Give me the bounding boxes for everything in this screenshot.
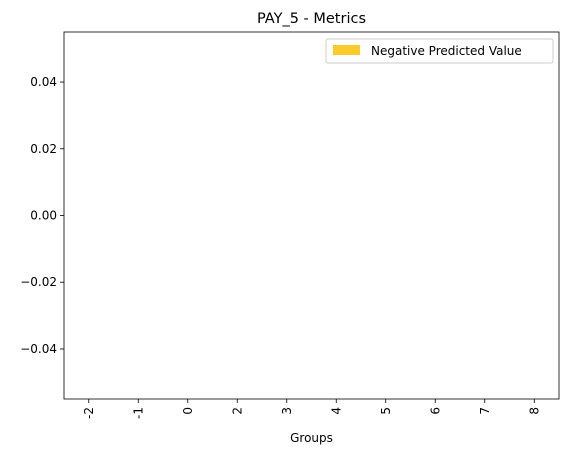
y-tick-label: 0.02 bbox=[30, 142, 57, 156]
chart-title: PAY_5 - Metrics bbox=[257, 11, 366, 27]
x-tick-label: 8 bbox=[527, 407, 541, 415]
y-tick-label: −0.04 bbox=[20, 342, 57, 356]
x-axis-ticks: -2 -1 0 2 3 4 5 6 7 8 bbox=[82, 399, 541, 419]
x-tick-label: 6 bbox=[428, 407, 442, 415]
legend-box bbox=[325, 38, 554, 64]
x-tick-label: 2 bbox=[230, 407, 244, 415]
y-tick-label: −0.02 bbox=[20, 275, 57, 289]
y-axis-ticks: 0.04 0.02 0.00 −0.02 −0.04 bbox=[20, 75, 64, 356]
x-tick-label: 5 bbox=[379, 407, 393, 415]
y-tick-label: 0.04 bbox=[30, 75, 57, 89]
x-tick-label: 7 bbox=[478, 407, 492, 415]
x-tick-label: -1 bbox=[131, 407, 145, 419]
y-tick-label: 0.00 bbox=[30, 209, 57, 223]
x-tick-label: -2 bbox=[82, 407, 96, 419]
x-tick-label: 0 bbox=[181, 407, 195, 415]
plot-area-frame bbox=[63, 31, 560, 400]
x-axis-title: Groups bbox=[290, 431, 333, 445]
x-tick-label: 4 bbox=[329, 407, 343, 415]
legend-swatch bbox=[333, 45, 360, 55]
x-tick-label: 3 bbox=[280, 407, 294, 415]
legend: Negative Predicted Value bbox=[325, 38, 554, 64]
legend-label: Negative Predicted Value bbox=[371, 44, 522, 58]
